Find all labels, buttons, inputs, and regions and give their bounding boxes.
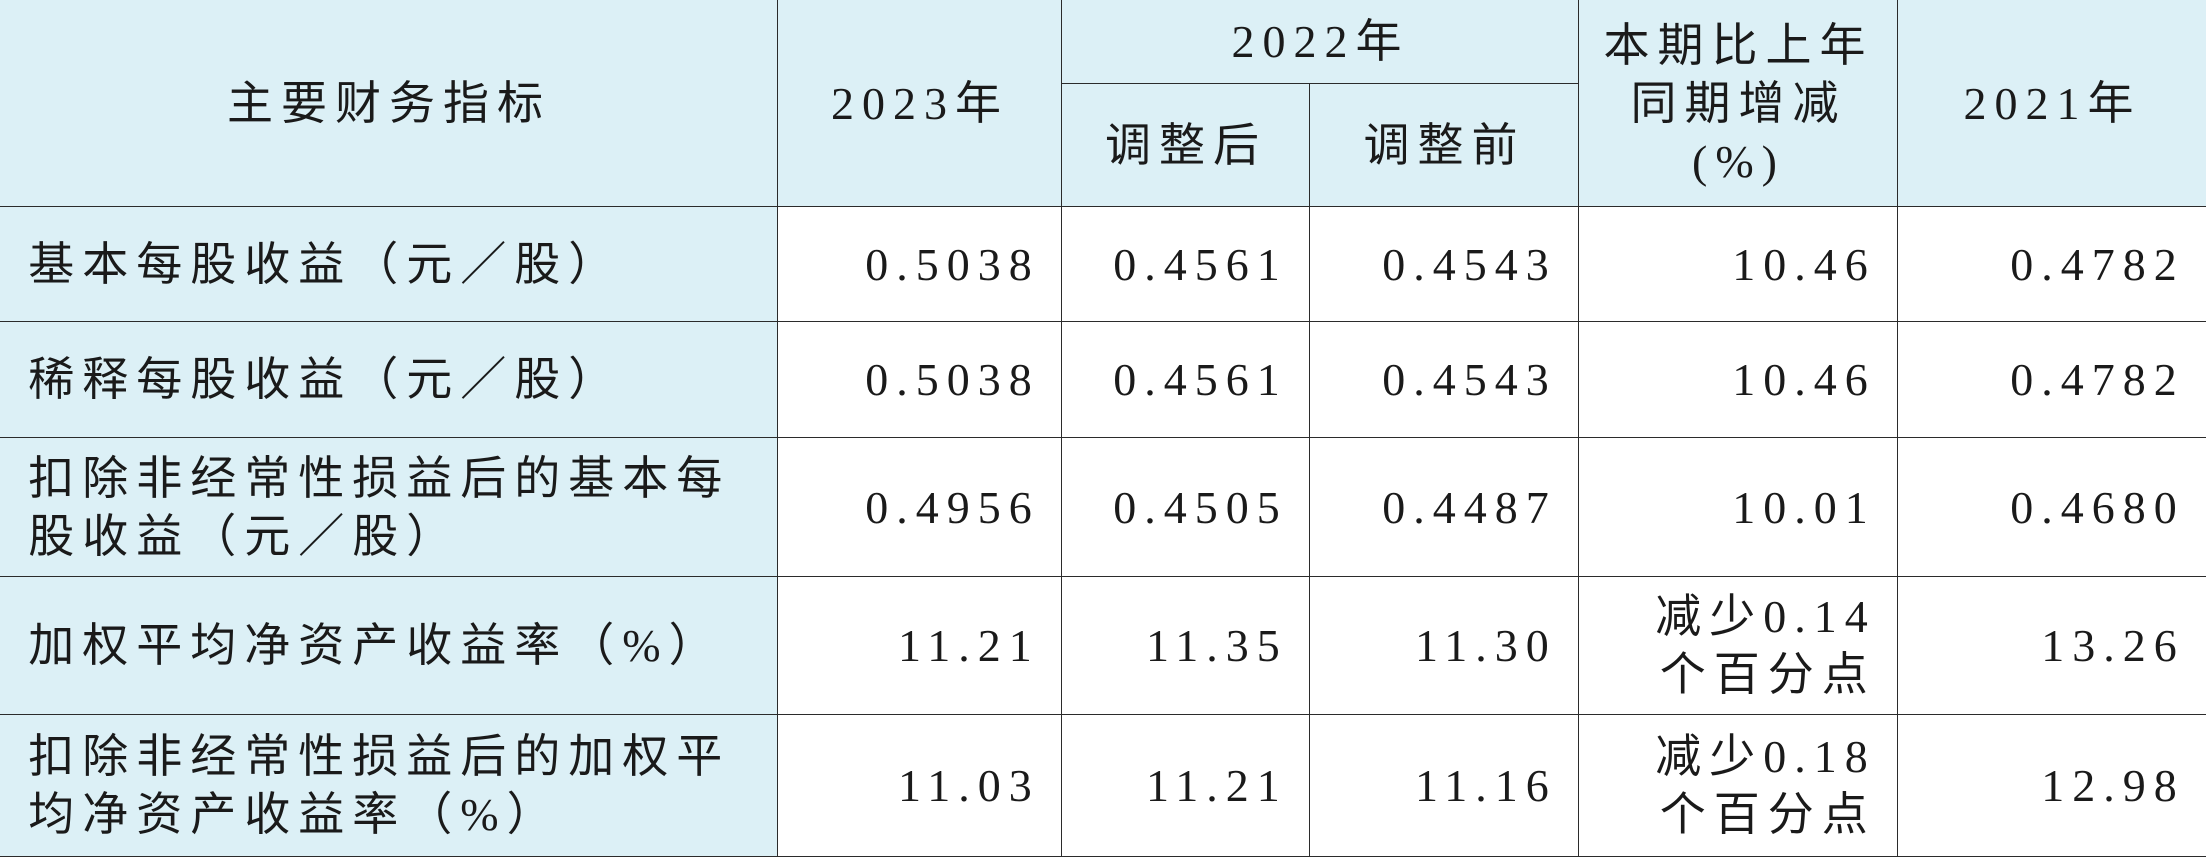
header-cell: 2022年 bbox=[1061, 0, 1580, 85]
row-label: 稀释每股收益（元／股） bbox=[0, 321, 779, 439]
header-cell: 主要财务指标 bbox=[0, 0, 779, 208]
row-label: 扣除非经常性损益后的加权平均净资产收益率（%） bbox=[0, 714, 779, 857]
value-cell: 0.4487 bbox=[1309, 437, 1580, 578]
value-cell: 0.5038 bbox=[777, 206, 1063, 323]
value-cell: 0.4561 bbox=[1061, 321, 1311, 439]
value-cell: 11.21 bbox=[1061, 714, 1311, 857]
value-cell: 10.46 bbox=[1578, 321, 1899, 439]
row-label: 扣除非经常性损益后的基本每股收益（元／股） bbox=[0, 437, 779, 578]
text-line: 10.01 bbox=[1732, 481, 1876, 533]
row-label: 加权平均净资产收益率（%） bbox=[0, 576, 779, 716]
value-cell: 0.4782 bbox=[1897, 321, 2206, 439]
value-cell: 0.5038 bbox=[777, 321, 1063, 439]
text-line: 个百分点 bbox=[1659, 649, 1876, 700]
value-cell: 减少0.14 个百分点 bbox=[1578, 576, 1899, 716]
text-line: 减少0.14 bbox=[1655, 591, 1876, 642]
value-cell: 11.03 bbox=[777, 714, 1063, 857]
text-line: 10.46 bbox=[1732, 238, 1876, 290]
header-cell: 调整前 bbox=[1309, 83, 1580, 208]
value-cell: 0.4680 bbox=[1897, 437, 2206, 578]
value-cell: 11.30 bbox=[1309, 576, 1580, 716]
header-cell: 2021年 bbox=[1897, 0, 2206, 208]
value-cell: 10.46 bbox=[1578, 206, 1899, 323]
value-cell: 0.4956 bbox=[777, 437, 1063, 578]
value-cell: 11.21 bbox=[777, 576, 1063, 716]
text-line: 10.46 bbox=[1732, 354, 1876, 405]
value-cell: 0.4505 bbox=[1061, 437, 1311, 578]
row-label: 基本每股收益（元／股） bbox=[0, 206, 779, 323]
value-cell: 0.4543 bbox=[1309, 321, 1580, 439]
value-cell: 12.98 bbox=[1897, 714, 2206, 857]
value-cell: 0.4543 bbox=[1309, 206, 1580, 323]
value-cell: 13.26 bbox=[1897, 576, 2206, 716]
header-cell: 2023年 bbox=[777, 0, 1063, 208]
text-line: 减少0.18 bbox=[1655, 730, 1876, 782]
value-cell: 减少0.18 个百分点 bbox=[1578, 714, 1899, 857]
value-cell: 10.01 bbox=[1578, 437, 1899, 578]
value-cell: 0.4561 bbox=[1061, 206, 1311, 323]
value-cell: 11.35 bbox=[1061, 576, 1311, 716]
text-line: 本期比上年 bbox=[1603, 19, 1874, 71]
header-cell: 本期比上年同期增减 (%) bbox=[1578, 0, 1899, 208]
text-line: 个百分点 bbox=[1659, 788, 1876, 840]
header-cell: 调整后 bbox=[1061, 83, 1311, 208]
text-line: (%) bbox=[1692, 135, 1785, 187]
value-cell: 0.4782 bbox=[1897, 206, 2206, 323]
text-line: 同期增减 bbox=[1630, 77, 1847, 129]
value-cell: 11.16 bbox=[1309, 714, 1580, 857]
